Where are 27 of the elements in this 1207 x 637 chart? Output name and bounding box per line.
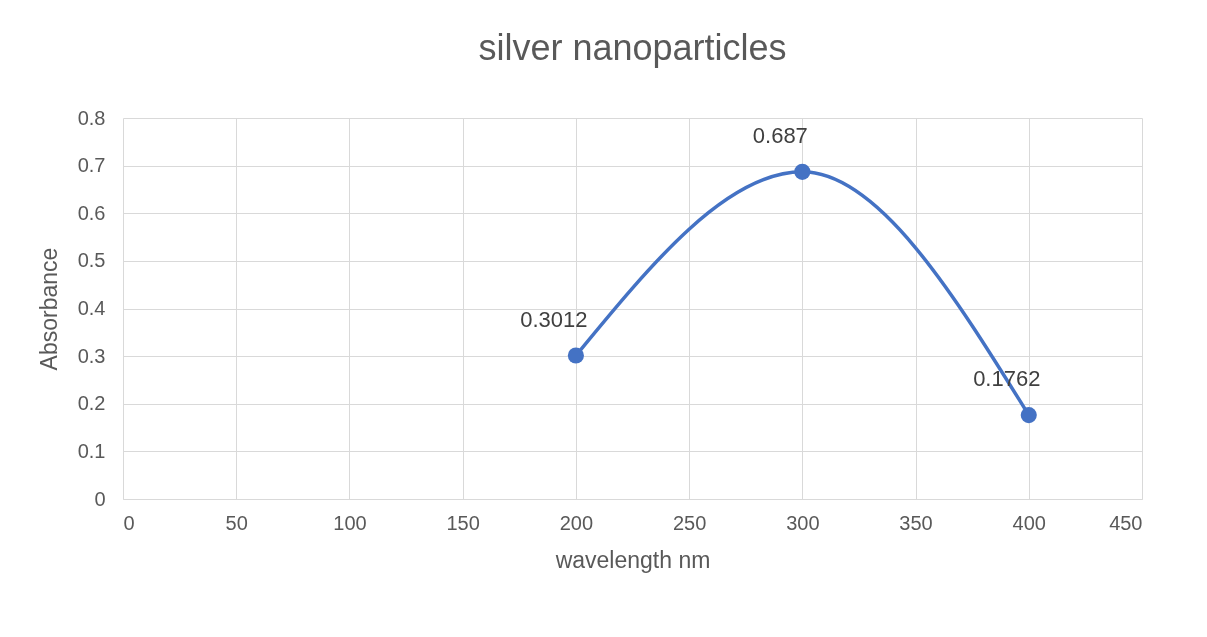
y-tick-label: 0.5 <box>77 249 106 272</box>
y-tick-label: 0.4 <box>77 297 106 319</box>
data-label: 0.687 <box>752 122 808 148</box>
x-tick-label: 200 <box>559 511 594 534</box>
x-tick-label: 400 <box>1012 511 1046 534</box>
x-tick-label: 50 <box>225 511 248 534</box>
point <box>567 347 584 364</box>
point <box>794 163 811 180</box>
point <box>1020 407 1037 424</box>
x-tick-label: 350 <box>899 511 933 534</box>
y-tick-label: 0.6 <box>77 201 106 224</box>
y-tick-label: 0 <box>94 487 106 510</box>
x-axis-title: wavelength nm <box>554 546 711 573</box>
chart-title: silver nanoparticles <box>478 27 787 68</box>
x-tick-label: 100 <box>333 511 367 534</box>
x-tick-label: 300 <box>786 511 820 534</box>
x-tick-label: 0 <box>123 511 135 534</box>
y-tick-label: 0.3 <box>77 344 106 367</box>
data-label: 0.3012 <box>520 306 588 332</box>
x-tick-label: 450 <box>1109 511 1143 534</box>
x-tick-label: 150 <box>446 511 480 534</box>
y-tick-label: 0.2 <box>77 392 106 415</box>
y-tick-label: 0.8 <box>77 106 106 129</box>
y-tick-label: 0.1 <box>77 439 106 462</box>
y-tick-label: 0.7 <box>77 154 106 177</box>
y-axis-title: Absorbance <box>35 247 62 371</box>
x-tick-label: 250 <box>672 511 707 534</box>
